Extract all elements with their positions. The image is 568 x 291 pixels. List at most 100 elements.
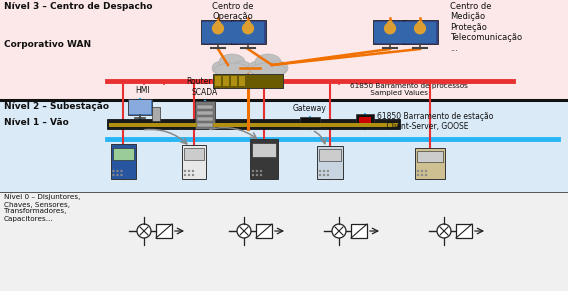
Ellipse shape — [255, 54, 281, 70]
Bar — [231, 76, 237, 86]
Circle shape — [215, 20, 221, 27]
Bar — [417, 151, 443, 162]
Bar — [111, 144, 136, 179]
Bar — [156, 224, 172, 238]
Circle shape — [323, 174, 325, 176]
Ellipse shape — [212, 22, 224, 34]
Circle shape — [256, 170, 258, 172]
Circle shape — [417, 20, 423, 27]
Bar — [182, 145, 206, 179]
Ellipse shape — [212, 61, 232, 75]
Circle shape — [260, 174, 262, 176]
Circle shape — [245, 20, 251, 27]
Bar — [184, 148, 204, 160]
Bar — [256, 224, 272, 238]
Circle shape — [184, 170, 186, 172]
Text: Nível 1 – Vão: Nível 1 – Vão — [4, 118, 69, 127]
Circle shape — [120, 174, 123, 176]
Circle shape — [116, 170, 119, 172]
Text: Router: Router — [186, 77, 212, 86]
Ellipse shape — [214, 63, 250, 77]
Bar — [0, 192, 568, 291]
Text: Centro de
Operação: Centro de Operação — [212, 2, 254, 22]
Bar — [128, 99, 152, 115]
Bar — [197, 123, 213, 127]
Bar — [351, 224, 367, 238]
Ellipse shape — [268, 61, 288, 75]
Circle shape — [116, 174, 119, 176]
Bar — [213, 74, 283, 88]
Text: Corporativo WAN: Corporativo WAN — [4, 40, 91, 49]
Bar — [250, 139, 278, 179]
Circle shape — [260, 170, 262, 172]
Bar — [359, 117, 371, 123]
Circle shape — [437, 224, 451, 238]
Circle shape — [237, 224, 251, 238]
Bar — [239, 76, 245, 86]
Circle shape — [425, 174, 427, 176]
Bar — [0, 0, 568, 100]
Bar — [317, 146, 343, 179]
Text: Nível 3 – Centro de Despacho: Nível 3 – Centro de Despacho — [4, 2, 152, 11]
Circle shape — [120, 170, 123, 172]
Bar — [223, 76, 229, 86]
Text: Gateway: Gateway — [293, 104, 327, 113]
Text: Centro de
Medição
Proteção
Telecomunicação
...: Centro de Medição Proteção Telecomunicaç… — [450, 2, 522, 53]
Circle shape — [252, 170, 254, 172]
Circle shape — [327, 170, 329, 172]
Bar — [152, 107, 160, 121]
Circle shape — [184, 174, 186, 176]
Bar — [415, 148, 445, 179]
Circle shape — [417, 170, 419, 172]
Bar — [231, 20, 265, 44]
Circle shape — [417, 174, 419, 176]
Ellipse shape — [232, 61, 252, 75]
Circle shape — [319, 170, 321, 172]
Ellipse shape — [219, 54, 245, 70]
Bar — [300, 117, 320, 127]
Bar — [107, 119, 400, 129]
Bar — [373, 20, 407, 44]
Text: 61850 Barramento de processos
         Sampled Values: 61850 Barramento de processos Sampled Va… — [350, 83, 468, 96]
Ellipse shape — [414, 22, 426, 34]
Bar — [356, 114, 374, 126]
Ellipse shape — [250, 63, 286, 77]
Bar — [232, 22, 264, 42]
Circle shape — [252, 174, 254, 176]
Bar — [129, 100, 151, 114]
Ellipse shape — [242, 22, 254, 34]
Bar — [195, 101, 215, 129]
Text: Nível 2 – Subestação: Nível 2 – Subestação — [4, 102, 109, 111]
Bar — [403, 20, 437, 44]
Circle shape — [425, 170, 427, 172]
Circle shape — [112, 170, 115, 172]
Bar — [197, 105, 213, 109]
Circle shape — [192, 170, 194, 172]
Circle shape — [188, 170, 190, 172]
Bar — [112, 148, 133, 160]
Circle shape — [327, 174, 329, 176]
Circle shape — [188, 174, 190, 176]
Circle shape — [421, 170, 423, 172]
Text: SCADA: SCADA — [192, 88, 218, 97]
Bar — [215, 76, 221, 86]
Circle shape — [137, 224, 151, 238]
Circle shape — [256, 174, 258, 176]
Bar — [201, 20, 236, 44]
Bar — [202, 22, 234, 42]
Circle shape — [332, 224, 346, 238]
Bar — [197, 111, 213, 115]
Bar — [109, 123, 398, 127]
Bar — [197, 117, 213, 121]
Circle shape — [192, 174, 194, 176]
Bar — [319, 149, 341, 161]
Circle shape — [319, 174, 321, 176]
Text: Nível 0 – Disjuntores,
Chaves, Sensores,
Transformadores,
Capacitores...: Nível 0 – Disjuntores, Chaves, Sensores,… — [4, 194, 81, 221]
Bar — [456, 224, 472, 238]
Text: HMI: HMI — [136, 86, 151, 95]
Circle shape — [421, 174, 423, 176]
Circle shape — [323, 170, 325, 172]
Circle shape — [112, 174, 115, 176]
Bar — [252, 143, 276, 157]
Bar — [0, 100, 568, 192]
